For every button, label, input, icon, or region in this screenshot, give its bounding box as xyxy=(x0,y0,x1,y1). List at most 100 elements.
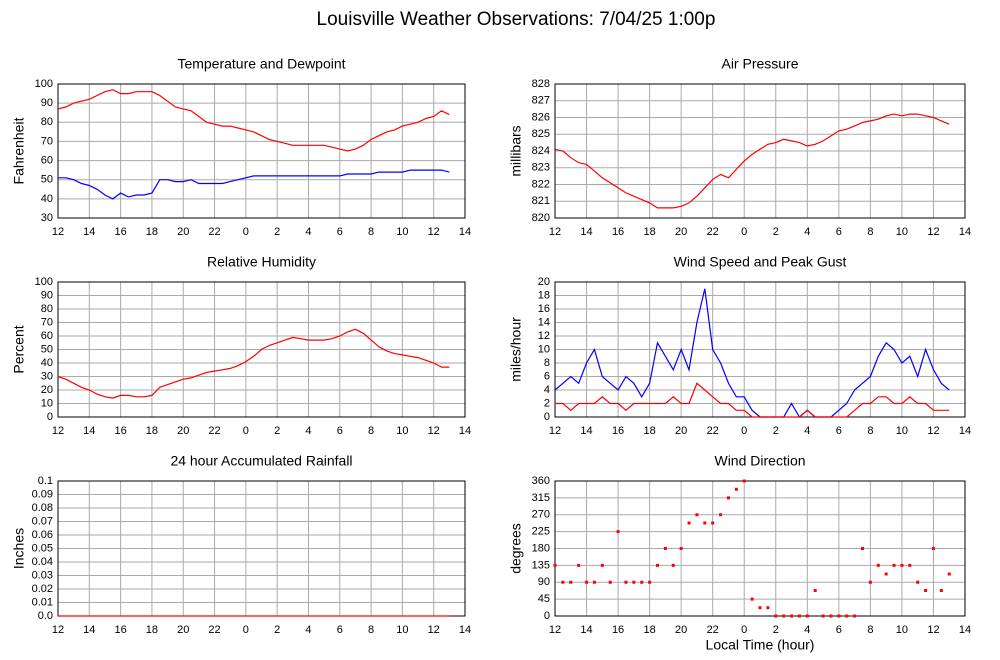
y-tick-label: 90 xyxy=(538,576,550,588)
y-tick-label: 225 xyxy=(532,526,550,538)
x-tick-label: 6 xyxy=(836,425,842,437)
y-tick-label: 70 xyxy=(41,316,53,328)
chart-title: Wind Direction xyxy=(714,453,805,469)
x-tick-label: 22 xyxy=(208,425,220,437)
y-tick-label: 90 xyxy=(41,289,53,301)
x-tick-label: 16 xyxy=(612,624,624,636)
data-point xyxy=(900,563,904,567)
x-tick-label: 18 xyxy=(643,624,655,636)
y-tick-label: 40 xyxy=(41,193,53,205)
x-tick-label: 6 xyxy=(836,226,842,238)
y-tick-label: 60 xyxy=(41,154,53,166)
x-tick-label: 22 xyxy=(707,226,719,238)
x-tick-label: 12 xyxy=(52,226,64,238)
x-tick-label: 10 xyxy=(396,624,408,636)
panel: Air Pressuremillibars8208218228238248258… xyxy=(508,56,971,238)
y-tick-label: 40 xyxy=(41,357,53,369)
x-axis-label: Local Time (hour) xyxy=(706,637,815,653)
x-tick-label: 12 xyxy=(927,226,939,238)
x-tick-label: 18 xyxy=(643,425,655,437)
x-tick-label: 14 xyxy=(959,226,971,238)
x-tick-label: 8 xyxy=(867,624,873,636)
chart-title: Air Pressure xyxy=(721,56,798,72)
y-tick-label: 315 xyxy=(532,492,550,504)
data-point xyxy=(624,580,628,584)
x-tick-label: 16 xyxy=(114,226,126,238)
x-tick-label: 12 xyxy=(549,624,561,636)
data-point xyxy=(931,547,935,550)
data-point xyxy=(861,547,864,550)
x-tick-label: 20 xyxy=(675,226,687,238)
y-axis-label: millibars xyxy=(508,125,524,176)
data-point xyxy=(577,563,581,567)
data-point xyxy=(608,580,612,584)
data-point xyxy=(585,580,589,584)
x-tick-label: 0 xyxy=(741,624,747,636)
x-tick-label: 16 xyxy=(612,226,624,238)
chart-title: Wind Speed and Peak Gust xyxy=(674,254,847,270)
x-tick-label: 2 xyxy=(773,425,779,437)
y-tick-label: 822 xyxy=(532,178,550,190)
y-tick-label: 20 xyxy=(538,276,550,288)
x-tick-label: 4 xyxy=(305,624,311,636)
y-tick-label: 820 xyxy=(532,212,550,224)
y-axis-label: degrees xyxy=(508,523,524,574)
x-tick-label: 0 xyxy=(741,226,747,238)
y-tick-label: 0 xyxy=(544,411,550,423)
y-tick-label: 14 xyxy=(538,316,550,328)
x-tick-label: 22 xyxy=(208,226,220,238)
data-point xyxy=(892,563,896,567)
x-tick-label: 14 xyxy=(83,226,95,238)
chart-title: Temperature and Dewpoint xyxy=(177,56,345,72)
data-point xyxy=(916,580,920,584)
y-tick-label: 0.09 xyxy=(32,488,53,500)
panel: 24 hour Accumulated Rainfall Inches 0.0 0.0… xyxy=(11,453,471,636)
y-tick-label: 50 xyxy=(41,174,53,186)
data-point xyxy=(758,606,762,610)
y-tick-label: 30 xyxy=(41,370,53,382)
data-point xyxy=(703,521,707,525)
y-tick-label: 45 xyxy=(538,593,550,605)
x-tick-label: 20 xyxy=(177,226,189,238)
data-point xyxy=(813,589,817,592)
x-tick-label: 14 xyxy=(83,425,95,437)
data-point xyxy=(656,563,659,567)
data-point xyxy=(908,563,912,567)
x-tick-label: 8 xyxy=(867,226,873,238)
plot-frame xyxy=(554,83,966,219)
y-tick-label: 10 xyxy=(41,397,53,409)
y-axis-label: Fahrenheit xyxy=(11,117,27,184)
x-tick-label: 18 xyxy=(146,226,158,238)
x-tick-label: 20 xyxy=(177,425,189,437)
y-tick-label: 80 xyxy=(41,116,53,128)
y-tick-label: 0.01 xyxy=(32,596,53,608)
x-tick-label: 18 xyxy=(146,624,158,636)
data-point xyxy=(750,597,754,601)
y-tick-label: 180 xyxy=(532,542,550,554)
x-tick-label: 10 xyxy=(896,624,908,636)
y-tick-label: 823 xyxy=(532,162,550,174)
chart-title: Relative Humidity xyxy=(207,254,316,270)
x-tick-label: 14 xyxy=(459,226,471,238)
x-tick-label: 14 xyxy=(580,226,592,238)
x-tick-label: 12 xyxy=(428,624,440,636)
data-point xyxy=(734,487,738,491)
data-point xyxy=(947,572,951,576)
y-tick-label: 12 xyxy=(538,330,550,342)
data-point xyxy=(797,614,801,618)
x-tick-label: 2 xyxy=(274,624,280,636)
x-tick-label: 22 xyxy=(707,425,719,437)
x-tick-label: 4 xyxy=(305,226,311,238)
x-tick-label: 18 xyxy=(643,226,655,238)
x-tick-label: 14 xyxy=(580,425,592,437)
x-tick-label: 18 xyxy=(146,425,158,437)
data-point xyxy=(561,580,565,584)
data-point xyxy=(742,479,746,483)
x-tick-label: 6 xyxy=(337,226,343,238)
panel: Temperature and DewpointFahrenheit304050… xyxy=(11,56,471,238)
y-tick-label: 0.1 xyxy=(38,475,53,487)
data-point xyxy=(939,589,943,592)
x-tick-label: 0 xyxy=(741,425,747,437)
y-tick-label: 0.08 xyxy=(32,502,53,514)
